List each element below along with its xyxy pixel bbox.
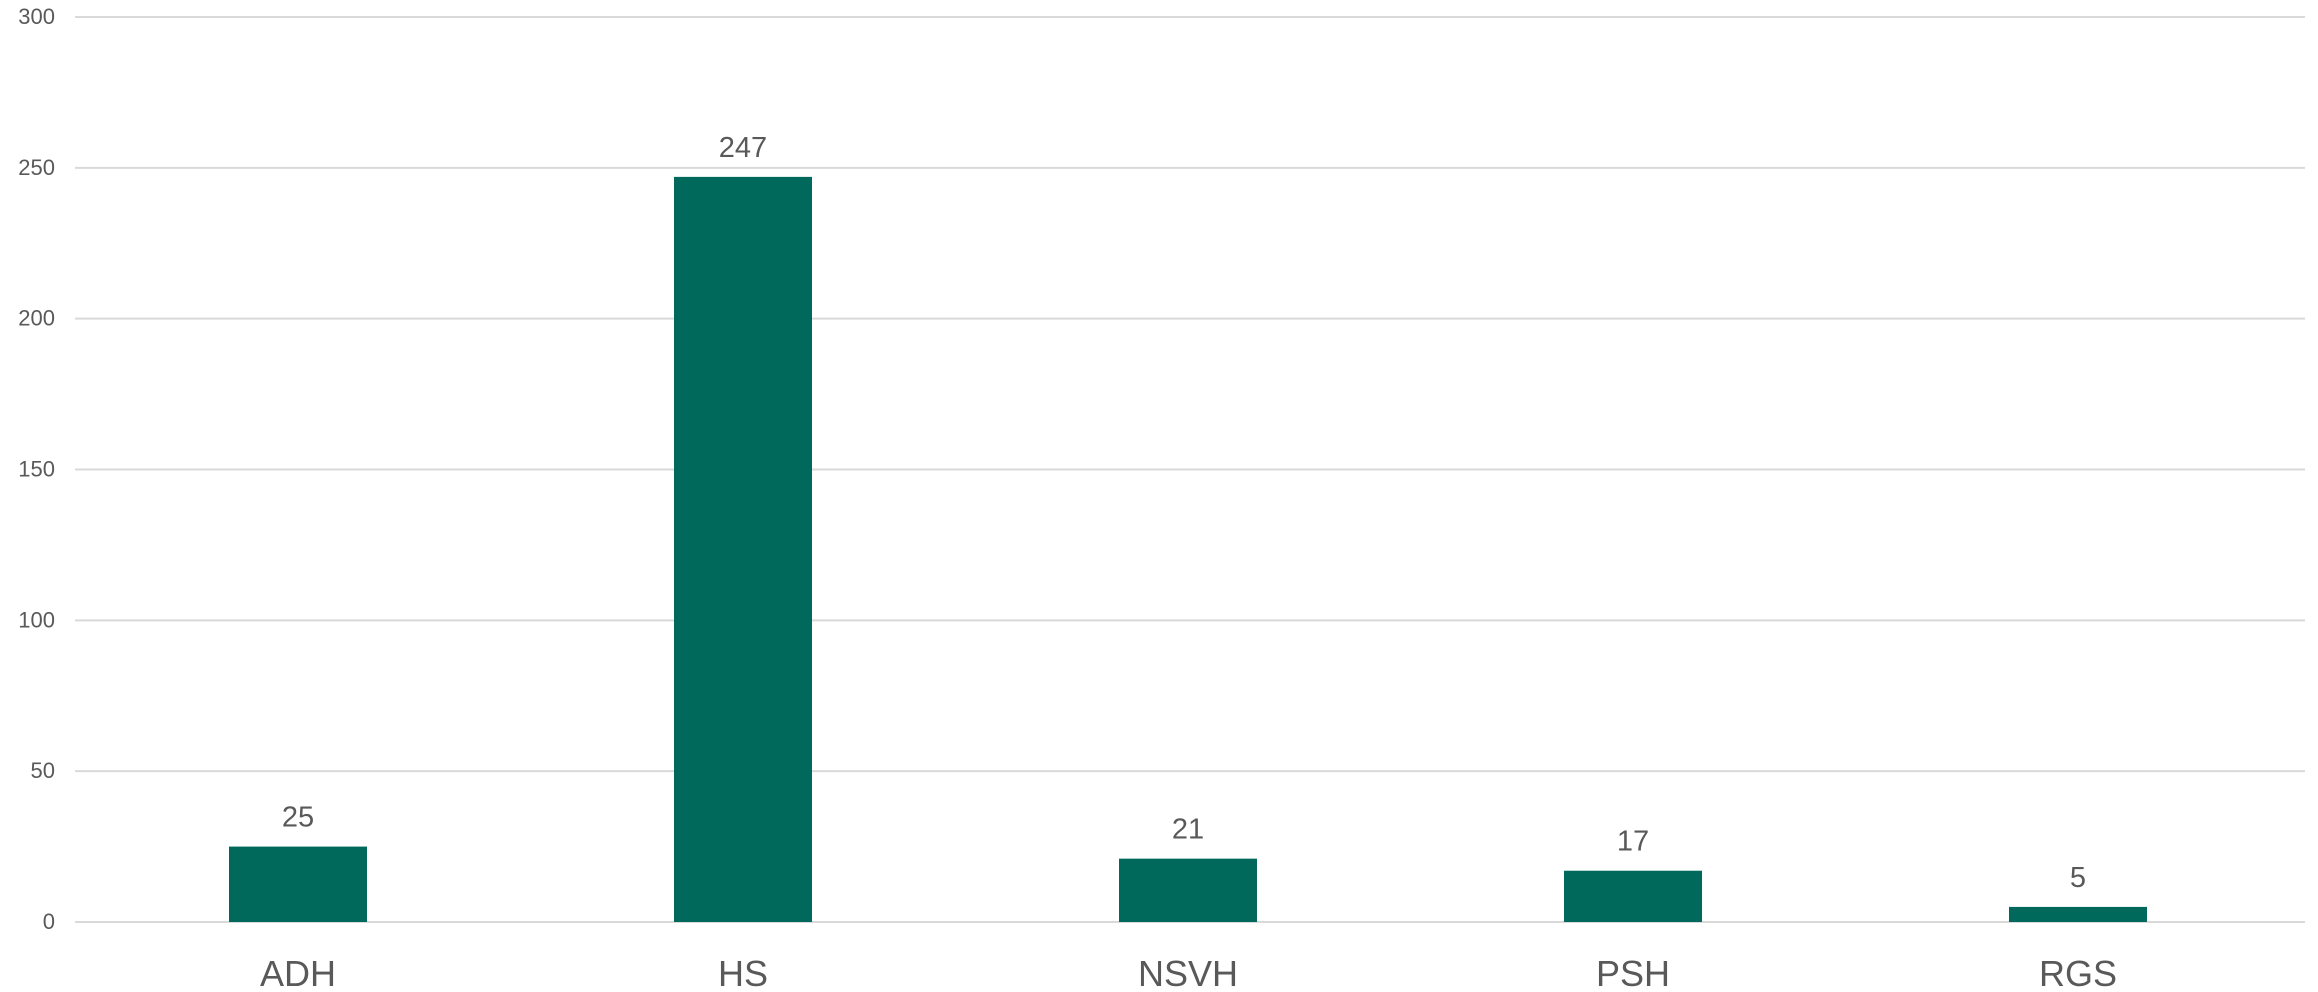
y-tick-label: 0	[43, 909, 55, 934]
data-labels: 25 247 21 17 5	[282, 132, 2086, 894]
data-label: 25	[282, 802, 314, 834]
x-category-label: RGS	[2039, 953, 2117, 992]
data-label: 17	[1617, 826, 1649, 858]
data-label: 247	[719, 132, 767, 164]
bar-hs	[674, 176, 812, 923]
x-category-label: PSH	[1596, 953, 1670, 992]
x-category-label: ADH	[260, 953, 336, 992]
bars	[229, 176, 2147, 923]
y-tick-label: 300	[18, 4, 55, 29]
x-category-label: HS	[718, 953, 768, 992]
data-label: 21	[1172, 814, 1204, 846]
y-axis-tick-labels: 0 50 100 150 200 250 300	[18, 4, 55, 934]
x-axis-category-labels: ADH HS NSVH PSH RGS	[260, 953, 2117, 992]
y-tick-label: 100	[18, 607, 55, 632]
y-tick-label: 50	[31, 758, 55, 783]
bar-adh	[229, 846, 367, 922]
gridlines	[75, 16, 2305, 923]
bar-nsvh	[1119, 858, 1257, 922]
x-category-label: NSVH	[1138, 953, 1238, 992]
bar-rgs	[2009, 906, 2147, 922]
y-tick-label: 250	[18, 155, 55, 180]
data-label: 5	[2070, 862, 2086, 894]
y-tick-label: 150	[18, 457, 55, 482]
bar-psh	[1564, 870, 1702, 922]
y-tick-label: 200	[18, 306, 55, 331]
